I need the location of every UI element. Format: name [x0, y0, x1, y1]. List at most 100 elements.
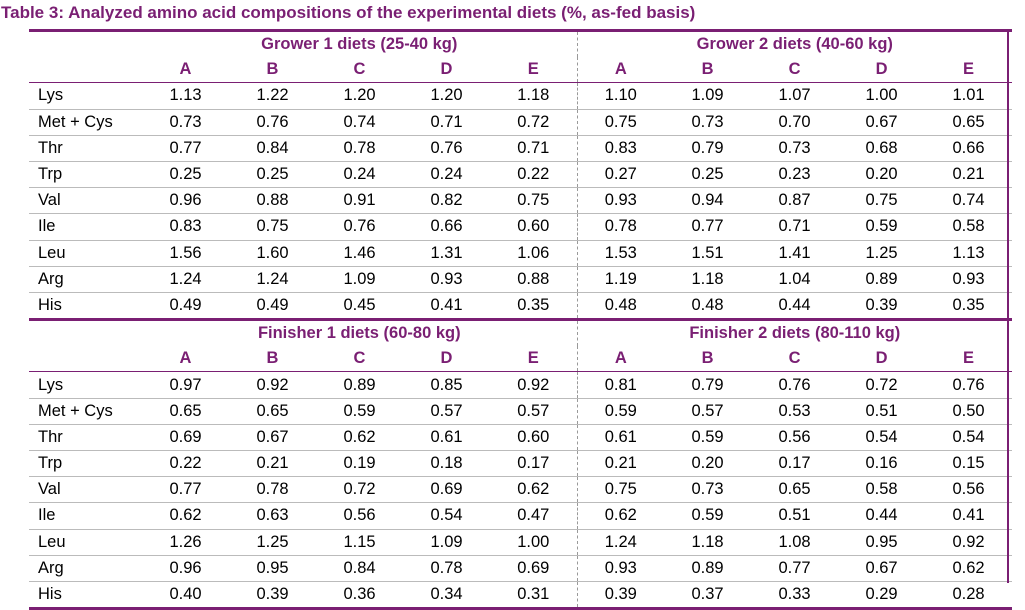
value-cell: 0.22	[490, 161, 578, 189]
value-cell: 0.27	[576, 161, 665, 189]
value-cell: 0.59	[664, 502, 752, 530]
value-cell: 0.39	[576, 581, 665, 610]
diet-column-header: E	[925, 346, 1013, 373]
amino-acid-label: Met + Cys	[29, 398, 142, 425]
diet-column-header: E	[490, 57, 578, 84]
value-cell: 0.73	[664, 109, 752, 136]
amino-acid-label: His	[29, 292, 142, 321]
value-cell: 0.25	[664, 161, 752, 189]
value-cell: 0.71	[403, 109, 490, 136]
value-cell: 0.35	[925, 292, 1013, 321]
table-row: Lys 1.13 1.22 1.20 1.20 1.18 1.10 1.09 1.07 1.00 1…	[29, 82, 1013, 110]
value-cell: 0.49	[229, 292, 316, 321]
amino-acid-label: Arg	[29, 266, 142, 293]
value-cell: 0.57	[664, 398, 752, 425]
table-row: Thr 0.77 0.84 0.78 0.76 0.71 0.83 0.79 0.73 0.68 0…	[29, 135, 1013, 162]
value-cell: 0.47	[490, 502, 578, 530]
value-cell: 0.15	[925, 450, 1013, 478]
value-cell: 0.72	[838, 371, 926, 399]
value-cell: 0.75	[576, 476, 665, 504]
amino-acid-label: Leu	[29, 240, 142, 267]
table-row: Val 0.96 0.88 0.91 0.82 0.75 0.93 0.94 0.87 0.75 0…	[29, 187, 1013, 215]
value-cell: 0.77	[751, 555, 839, 582]
value-cell: 1.09	[403, 529, 490, 556]
value-cell: 1.08	[751, 529, 839, 556]
value-cell: 0.77	[664, 213, 752, 241]
amino-acid-label: Lys	[29, 371, 142, 399]
value-cell: 1.20	[316, 82, 403, 110]
value-cell: 0.82	[403, 187, 490, 215]
value-cell: 0.65	[751, 476, 839, 504]
value-cell: 0.84	[316, 555, 403, 582]
value-cell: 0.65	[229, 398, 316, 425]
header-blank-cell	[29, 318, 142, 347]
amino-acid-label: Ile	[29, 502, 142, 530]
value-cell: 0.72	[490, 109, 578, 136]
value-cell: 0.58	[925, 213, 1013, 241]
value-cell: 0.41	[925, 502, 1013, 530]
value-cell: 0.84	[229, 135, 316, 162]
value-cell: 0.39	[838, 292, 926, 321]
value-cell: 0.75	[838, 187, 926, 215]
value-cell: 0.54	[925, 424, 1013, 452]
value-cell: 0.56	[751, 424, 839, 452]
value-cell: 0.67	[838, 555, 926, 582]
value-cell: 1.09	[316, 266, 403, 293]
value-cell: 0.20	[838, 161, 926, 189]
value-cell: 1.53	[576, 240, 665, 267]
diet-group-header: Grower 1 diets (25-40 kg)	[142, 29, 578, 58]
value-cell: 1.06	[490, 240, 578, 267]
value-cell: 0.35	[490, 292, 578, 321]
value-cell: 1.41	[751, 240, 839, 267]
value-cell: 0.48	[576, 292, 665, 321]
table-title: Table 3: Analyzed amino acid composition…	[1, 3, 696, 22]
value-cell: 0.62	[316, 424, 403, 452]
value-cell: 0.73	[751, 135, 839, 162]
value-cell: 1.60	[229, 240, 316, 267]
table-row: Trp 0.22 0.21 0.19 0.18 0.17 0.21 0.20 0.17 0.16 0…	[29, 450, 1013, 478]
value-cell: 0.78	[576, 213, 665, 241]
value-cell: 0.96	[142, 555, 229, 582]
value-cell: 0.92	[490, 371, 578, 399]
value-cell: 1.26	[142, 529, 229, 556]
amino-acid-label: Thr	[29, 135, 142, 162]
value-cell: 0.89	[838, 266, 926, 293]
table-row: Thr 0.69 0.67 0.62 0.61 0.60 0.61 0.59 0.56 0.54 0…	[29, 424, 1013, 452]
value-cell: 0.74	[925, 187, 1013, 215]
value-cell: 0.76	[403, 135, 490, 162]
table-row: Trp 0.25 0.25 0.24 0.24 0.22 0.27 0.25 0.23 0.20 0…	[29, 161, 1013, 189]
value-cell: 1.04	[751, 266, 839, 293]
value-cell: 0.61	[576, 424, 665, 452]
diet-group-header: Finisher 2 diets (80-110 kg)	[576, 318, 1013, 347]
value-cell: 0.34	[403, 581, 490, 610]
value-cell: 1.20	[403, 82, 490, 110]
value-cell: 0.31	[490, 581, 578, 610]
value-cell: 0.62	[490, 476, 578, 504]
value-cell: 0.25	[142, 161, 229, 189]
table-body: Grower 1 diets (25-40 kg) Grower 2 diets …	[29, 29, 1013, 610]
value-cell: 0.75	[490, 187, 578, 215]
value-cell: 0.75	[576, 109, 665, 136]
value-cell: 1.13	[925, 240, 1013, 267]
amino-acid-label: Trp	[29, 450, 142, 478]
value-cell: 0.65	[142, 398, 229, 425]
value-cell: 1.18	[664, 266, 752, 293]
diet-column-header: D	[403, 57, 490, 84]
table-row: His 0.40 0.39 0.36 0.34 0.31 0.39 0.37 0.33 0.29 0…	[29, 581, 1013, 610]
value-cell: 0.53	[751, 398, 839, 425]
value-cell: 0.62	[925, 555, 1013, 582]
amino-acid-label: Val	[29, 476, 142, 504]
value-cell: 1.10	[576, 82, 665, 110]
value-cell: 0.18	[403, 450, 490, 478]
value-cell: 0.59	[576, 398, 665, 425]
value-cell: 0.48	[664, 292, 752, 321]
value-cell: 0.71	[751, 213, 839, 241]
value-cell: 0.81	[576, 371, 665, 399]
value-cell: 0.59	[838, 213, 926, 241]
value-cell: 0.21	[925, 161, 1013, 189]
amino-acid-label: Met + Cys	[29, 109, 142, 136]
diet-column-header: B	[664, 346, 752, 373]
value-cell: 0.76	[751, 371, 839, 399]
